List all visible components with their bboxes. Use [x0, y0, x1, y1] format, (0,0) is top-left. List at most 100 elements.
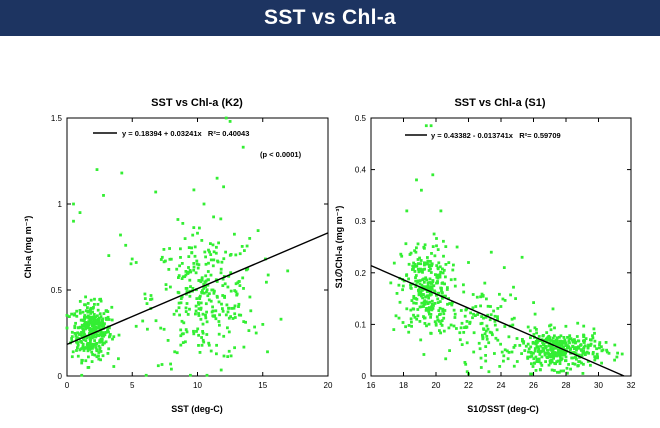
data-point — [554, 338, 558, 342]
data-point — [84, 327, 87, 331]
data-point — [412, 295, 416, 298]
data-point — [194, 312, 197, 316]
data-point — [200, 239, 204, 242]
data-point — [587, 351, 590, 355]
data-point — [195, 259, 199, 263]
data-point — [91, 345, 95, 348]
data-point — [84, 359, 88, 363]
data-point — [90, 330, 93, 333]
data-point — [89, 340, 92, 344]
data-point — [410, 299, 414, 302]
data-point — [533, 349, 537, 353]
data-point — [453, 316, 457, 319]
data-point — [547, 344, 551, 347]
data-point — [554, 346, 557, 350]
data-point — [76, 346, 79, 350]
data-point — [432, 232, 436, 236]
data-point — [98, 339, 102, 343]
data-point — [99, 297, 102, 301]
data-point — [76, 354, 80, 358]
data-point — [99, 350, 103, 353]
data-point — [564, 341, 568, 345]
data-point — [465, 370, 469, 374]
data-point — [415, 317, 419, 321]
data-point — [442, 254, 445, 258]
data-point — [422, 280, 426, 284]
data-point — [417, 289, 421, 292]
x-tick-label: 24 — [497, 381, 506, 390]
data-point — [605, 348, 608, 352]
data-point — [573, 338, 576, 341]
x-tick-label: 26 — [529, 381, 538, 390]
data-point — [97, 334, 101, 337]
data-point — [446, 302, 449, 306]
data-point — [450, 301, 454, 305]
data-point — [192, 268, 196, 272]
data-point — [103, 333, 107, 336]
data-point — [206, 278, 210, 282]
data-point — [489, 313, 493, 317]
data-point — [564, 324, 568, 328]
data-point — [238, 252, 242, 256]
data-point — [394, 314, 398, 318]
data-point — [548, 355, 551, 359]
data-point — [439, 331, 442, 335]
data-point — [471, 306, 475, 310]
data-point — [580, 354, 584, 357]
data-point — [177, 301, 181, 305]
data-point — [197, 263, 201, 267]
data-point — [434, 273, 437, 276]
data-point — [71, 350, 75, 354]
data-point — [496, 307, 500, 310]
data-point — [422, 315, 425, 318]
data-point — [175, 351, 179, 355]
data-point — [188, 278, 192, 282]
data-point — [531, 365, 535, 368]
data-point — [592, 327, 596, 331]
x-tick-label: 10 — [193, 381, 202, 390]
data-point — [577, 346, 581, 350]
data-point — [429, 315, 432, 319]
data-point — [89, 307, 92, 311]
data-point — [191, 287, 195, 290]
data-point — [538, 353, 542, 356]
data-point — [425, 307, 428, 310]
data-point — [192, 262, 196, 265]
data-point — [233, 232, 236, 236]
data-point — [107, 254, 111, 257]
data-point — [98, 327, 102, 331]
data-point — [409, 308, 413, 312]
data-point — [582, 346, 586, 350]
data-point — [89, 337, 93, 341]
data-point — [557, 342, 561, 345]
data-point — [458, 338, 462, 342]
data-point — [574, 355, 578, 359]
data-point — [107, 318, 111, 321]
data-point — [229, 271, 233, 275]
x-tick-label: 0 — [65, 381, 70, 390]
axis-ticks-k2: 0 5 10 15 20 0 0.5 1 1.5 — [51, 114, 333, 390]
data-point — [528, 355, 532, 359]
data-point — [70, 339, 74, 343]
data-point — [559, 347, 562, 351]
data-point — [227, 306, 231, 310]
data-point — [107, 347, 111, 351]
data-point — [99, 324, 103, 327]
data-point — [81, 346, 85, 350]
data-point — [175, 267, 179, 271]
data-point — [407, 277, 410, 281]
data-point — [221, 277, 225, 281]
data-point — [201, 338, 205, 342]
data-point — [483, 281, 487, 285]
data-point — [72, 219, 75, 223]
data-point — [86, 309, 90, 313]
data-point — [616, 351, 619, 355]
data-point — [512, 316, 516, 320]
data-point — [199, 317, 203, 321]
data-point — [227, 274, 231, 278]
data-point — [79, 340, 82, 343]
data-point — [181, 222, 185, 225]
data-point — [575, 335, 579, 338]
data-point — [596, 355, 599, 359]
